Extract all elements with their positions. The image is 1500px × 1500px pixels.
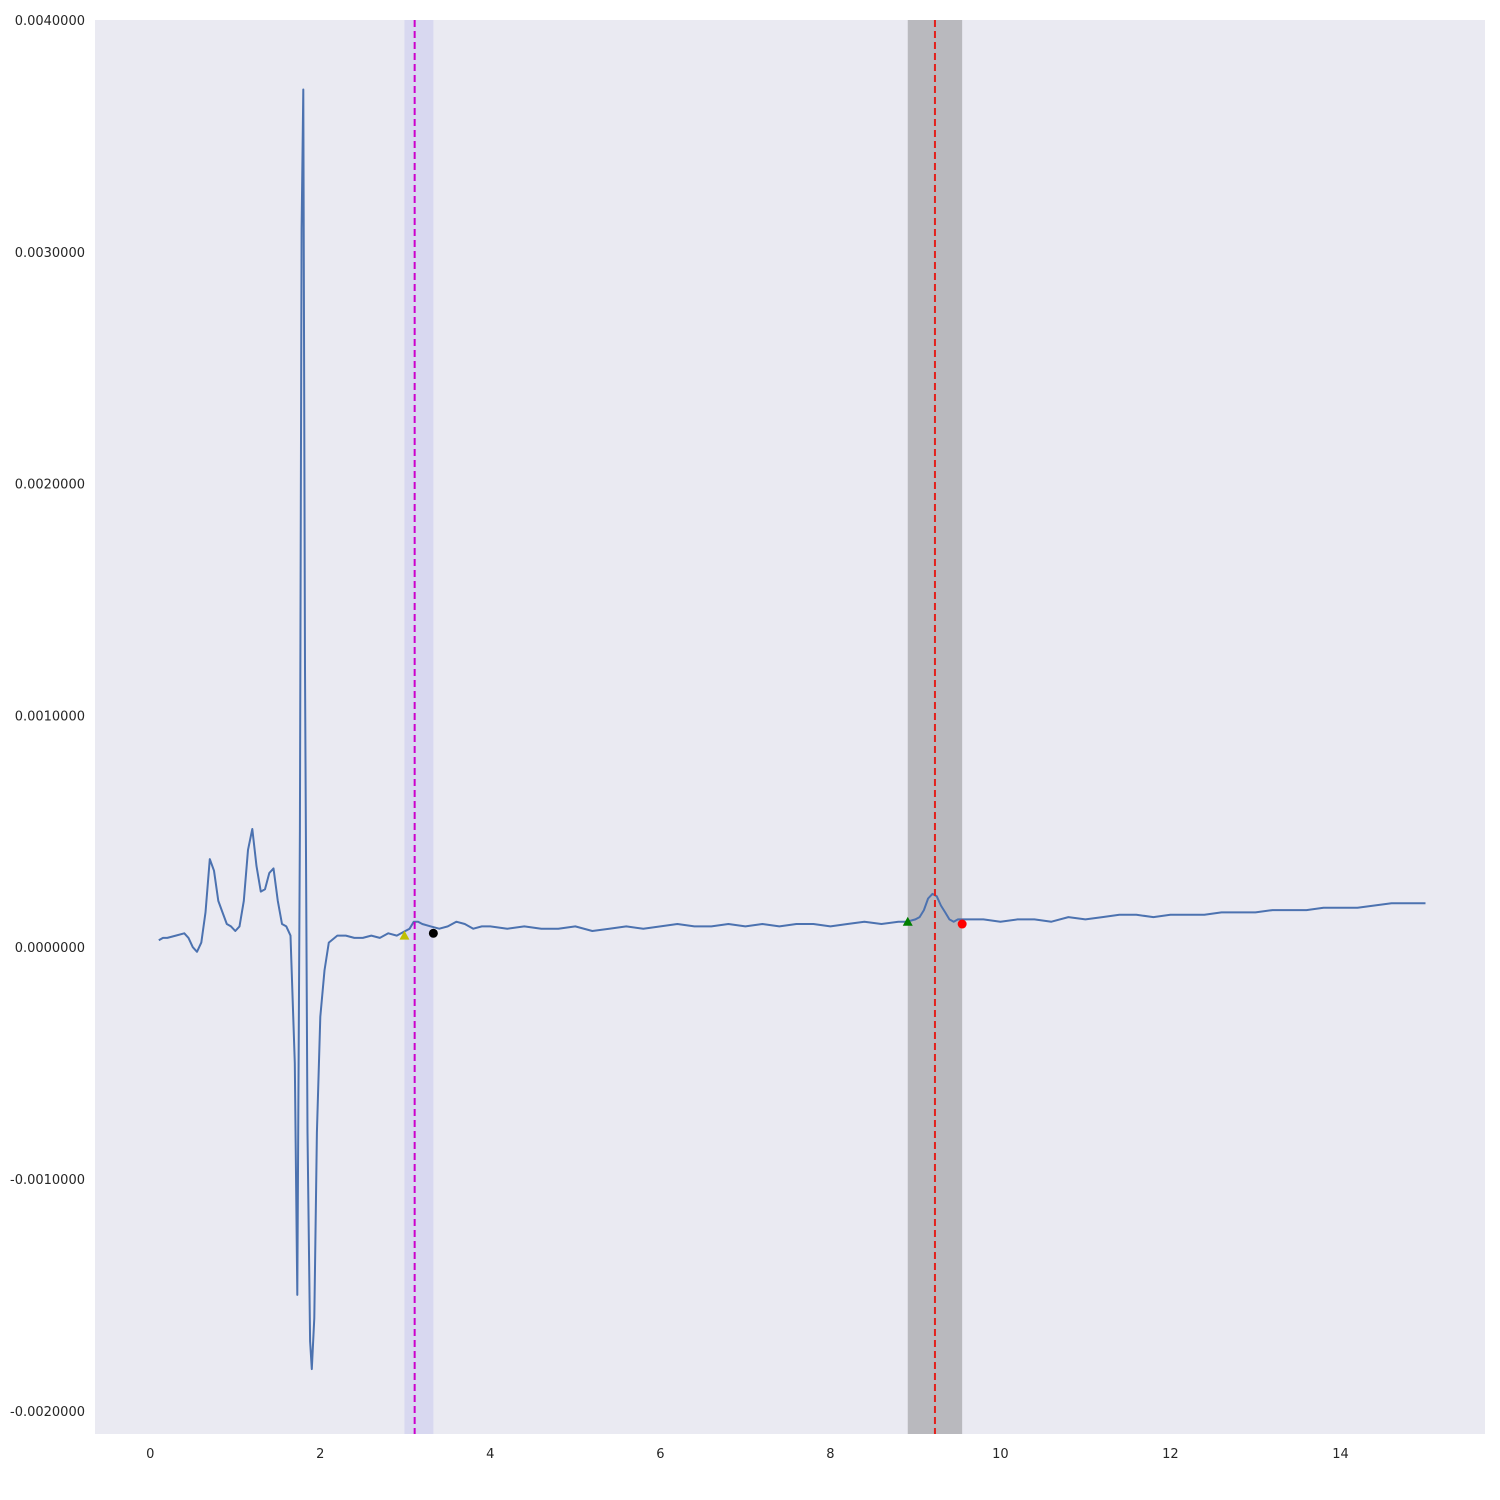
x-tick-label: 10 bbox=[992, 1447, 1009, 1462]
x-tick-label: 14 bbox=[1332, 1447, 1349, 1462]
circle-marker-1 bbox=[428, 928, 438, 938]
x-tick-label: 12 bbox=[1162, 1447, 1179, 1462]
bands-layer bbox=[404, 20, 963, 1434]
line-layer bbox=[158, 88, 1426, 1371]
triangle-marker-0 bbox=[399, 930, 410, 940]
markers-layer bbox=[399, 916, 967, 940]
y-tick-label: 0.0020000 bbox=[15, 478, 85, 493]
y-tick-label: 0.0030000 bbox=[15, 246, 85, 261]
x-tick-label: 2 bbox=[316, 1447, 324, 1462]
circle-marker-3 bbox=[957, 919, 967, 929]
x-tick-label: 0 bbox=[146, 1447, 154, 1462]
highlight-band-0 bbox=[404, 20, 434, 1434]
x-tick-label: 6 bbox=[656, 1447, 664, 1462]
x-tick-label: 8 bbox=[826, 1447, 834, 1462]
y-tick-label: -0.0020000 bbox=[10, 1405, 85, 1420]
y-axis-ticks: -0.0020000 -0.0010000 0.0000000 0.0010000 0.… bbox=[10, 14, 85, 1420]
vlines-layer bbox=[413, 20, 936, 1434]
y-tick-label: 0.0040000 bbox=[15, 14, 85, 29]
series-line-0 bbox=[158, 88, 1426, 1371]
y-tick-label: -0.0010000 bbox=[10, 1173, 85, 1188]
x-axis-ticks: 0 2 4 6 8 10 12 14 bbox=[146, 1447, 1349, 1462]
x-tick-label: 4 bbox=[486, 1447, 494, 1462]
y-tick-label: 0.0000000 bbox=[15, 941, 85, 956]
plot-background bbox=[95, 20, 1485, 1434]
triangle-marker-2 bbox=[902, 916, 913, 926]
y-tick-label: 0.0010000 bbox=[15, 709, 85, 724]
